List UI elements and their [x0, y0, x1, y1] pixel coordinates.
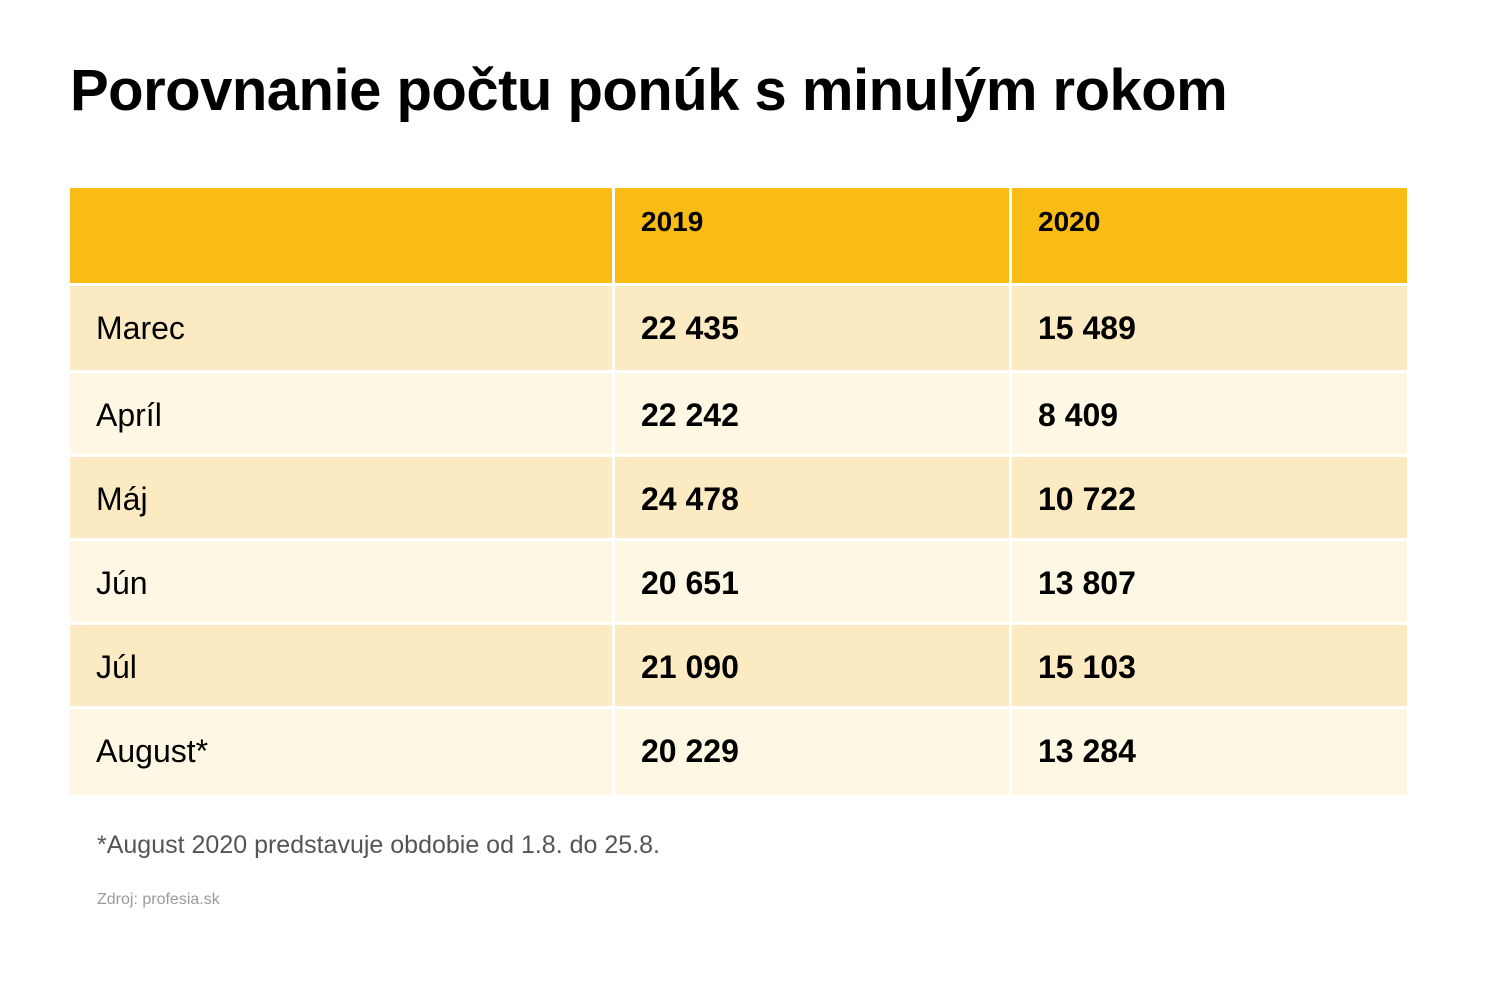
table-row: Jún 20 651 13 807 — [70, 541, 1407, 625]
row-label: Jún — [70, 541, 615, 625]
value-2019: 20 651 — [615, 541, 1012, 625]
table-row: Máj 24 478 10 722 — [70, 457, 1407, 541]
table-header-row: 2019 2020 — [70, 188, 1407, 286]
table-row: Marec 22 435 15 489 — [70, 286, 1407, 373]
table-row: Júl 21 090 15 103 — [70, 625, 1407, 709]
row-label: Júl — [70, 625, 615, 709]
value-2019: 24 478 — [615, 457, 1012, 541]
table-row: Apríl 22 242 8 409 — [70, 373, 1407, 457]
value-2020: 13 284 — [1012, 709, 1407, 795]
value-2020: 13 807 — [1012, 541, 1407, 625]
header-cell-2019: 2019 — [615, 188, 1012, 286]
value-2019: 22 435 — [615, 286, 1012, 373]
value-2020: 8 409 — [1012, 373, 1407, 457]
row-label: Marec — [70, 286, 615, 373]
value-2020: 10 722 — [1012, 457, 1407, 541]
row-label: Apríl — [70, 373, 615, 457]
comparison-table: 2019 2020 Marec 22 435 15 489 Apríl 22 2… — [70, 188, 1407, 795]
value-2020: 15 103 — [1012, 625, 1407, 709]
chart-title: Porovnanie počtu ponúk s minulým rokom — [70, 58, 1228, 123]
row-label: Máj — [70, 457, 615, 541]
value-2019: 21 090 — [615, 625, 1012, 709]
header-cell-2020: 2020 — [1012, 188, 1407, 286]
value-2019: 22 242 — [615, 373, 1012, 457]
table-row: August* 20 229 13 284 — [70, 709, 1407, 795]
row-label: August* — [70, 709, 615, 795]
header-cell-month — [70, 188, 615, 286]
value-2020: 15 489 — [1012, 286, 1407, 373]
value-2019: 20 229 — [615, 709, 1012, 795]
footnote: *August 2020 predstavuje obdobie od 1.8.… — [97, 831, 660, 859]
source-credit: Zdroj: profesia.sk — [97, 891, 220, 908]
